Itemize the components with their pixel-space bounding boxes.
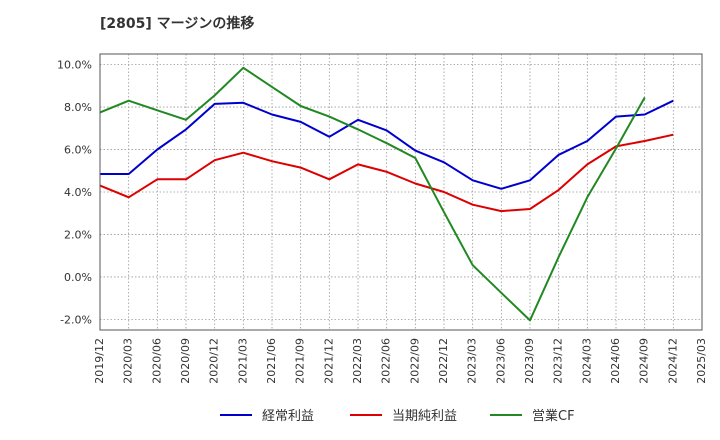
legend: 経常利益 当期純利益 営業CF	[220, 408, 575, 424]
y-tick-label: 8.0%	[64, 101, 92, 114]
y-tick-label: 0.0%	[64, 271, 92, 284]
x-tick-label: 2024/12	[666, 338, 679, 384]
x-tick-label: 2020/09	[179, 338, 192, 384]
chart-title: [2805] マージンの推移	[100, 15, 254, 32]
x-tick-label: 2025/03	[695, 338, 708, 384]
legend-label: 経常利益	[262, 409, 314, 424]
series-line-1	[99, 133, 674, 213]
x-tick-label: 2022/03	[351, 338, 364, 384]
series-lines	[99, 66, 674, 322]
x-tick-label: 2024/03	[580, 338, 593, 384]
x-tick-label: 2023/12	[552, 338, 565, 384]
x-tick-label: 2019/12	[93, 338, 106, 384]
x-tick-label: 2022/09	[408, 338, 421, 384]
legend-label: 当期純利益	[392, 409, 457, 424]
x-tick-label: 2020/12	[208, 338, 221, 384]
legend-label: 営業CF	[532, 408, 575, 424]
x-tick-label: 2023/09	[523, 338, 536, 384]
x-tick-label: 2021/12	[322, 338, 335, 384]
x-tick-label: 2023/03	[466, 338, 479, 384]
y-tick-label: 6.0%	[64, 144, 92, 157]
x-tick-label: 2020/03	[122, 338, 135, 384]
series-line-2	[99, 66, 646, 322]
x-tick-label: 2020/06	[150, 338, 163, 384]
x-axis: 2019/12 2020/03 2020/06 2020/09 2020/12 2021/…	[93, 338, 708, 384]
x-tick-label: 2021/03	[236, 338, 249, 384]
x-tick-label: 2024/06	[609, 338, 622, 384]
y-tick-label: -2.0%	[60, 313, 92, 326]
series-line-0	[100, 99, 674, 190]
plot-frame	[99, 53, 703, 331]
x-tick-label: 2021/06	[265, 338, 278, 384]
y-tick-label: 4.0%	[64, 186, 92, 199]
y-tick-label: 2.0%	[64, 228, 92, 241]
x-tick-label: 2024/09	[638, 338, 651, 384]
grid	[100, 54, 702, 330]
x-tick-label: 2022/12	[437, 338, 450, 384]
x-tick-label: 2023/06	[494, 338, 507, 384]
y-axis: -2.0% 0.0% 2.0% 4.0% 6.0% 8.0% 10.0%	[57, 59, 92, 327]
x-tick-label: 2021/09	[294, 338, 307, 384]
x-tick-label: 2022/06	[380, 338, 393, 384]
y-tick-label: 10.0%	[57, 59, 92, 72]
